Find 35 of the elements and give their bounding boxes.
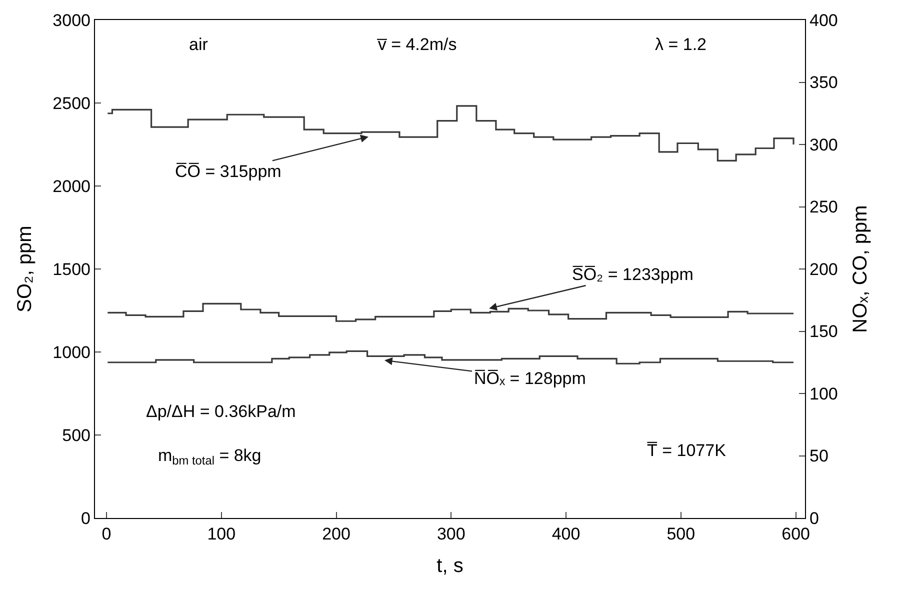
y-axis-title: SO₂, ppm: [14, 226, 36, 312]
x-tick-label: 100: [207, 524, 236, 544]
y2-tick-label: 50: [810, 446, 828, 466]
y2-axis-title: NOₓ, CO, ppm: [849, 205, 872, 333]
y-tick-label: 2000: [52, 176, 90, 196]
annotation: Δp/ΔH = 0.36kPa/m: [146, 402, 296, 421]
annotation: λ = 1.2: [655, 35, 707, 54]
x-tick-label: 300: [436, 524, 466, 544]
x-tick-label: 400: [552, 524, 580, 544]
annotation: T̅ = 1077K: [647, 441, 727, 460]
x-tick-label: 200: [322, 524, 350, 544]
annotation: N̅O̅ₓ = 128ppm: [474, 369, 586, 388]
y2-tick-label: 0: [810, 508, 819, 528]
y-tick-label: 2500: [52, 94, 90, 113]
x-tick-label: 500: [666, 524, 696, 544]
x-tick-label: 600: [782, 524, 810, 544]
y-tick-label: 500: [62, 426, 90, 445]
y2-tick-label: 150: [810, 322, 838, 342]
y2-tick-label: 350: [810, 73, 838, 92]
y2-tick-label: 100: [810, 384, 838, 404]
y-tick-label: 0: [81, 508, 90, 528]
annotation: C̅O̅ = 315ppm: [175, 162, 282, 181]
annotation: S̅O̅₂ = 1233ppm: [572, 265, 694, 284]
y-tick-label: 1000: [52, 342, 90, 362]
y2-tick-label: 400: [810, 10, 838, 30]
annotation: v̅ = 4.2m/s: [377, 35, 457, 54]
y2-tick-label: 300: [810, 135, 838, 154]
x-axis-title: t, s: [436, 555, 464, 577]
y2-tick-label: 250: [810, 198, 838, 217]
x-tick-label: 0: [102, 524, 112, 544]
y-tick-label: 3000: [52, 10, 90, 30]
annotation: m$_{bm total}$ = 8kg: [158, 446, 262, 468]
annotation: air: [189, 35, 208, 54]
y2-tick-label: 200: [810, 260, 838, 279]
y-tick-label: 1500: [52, 260, 90, 279]
